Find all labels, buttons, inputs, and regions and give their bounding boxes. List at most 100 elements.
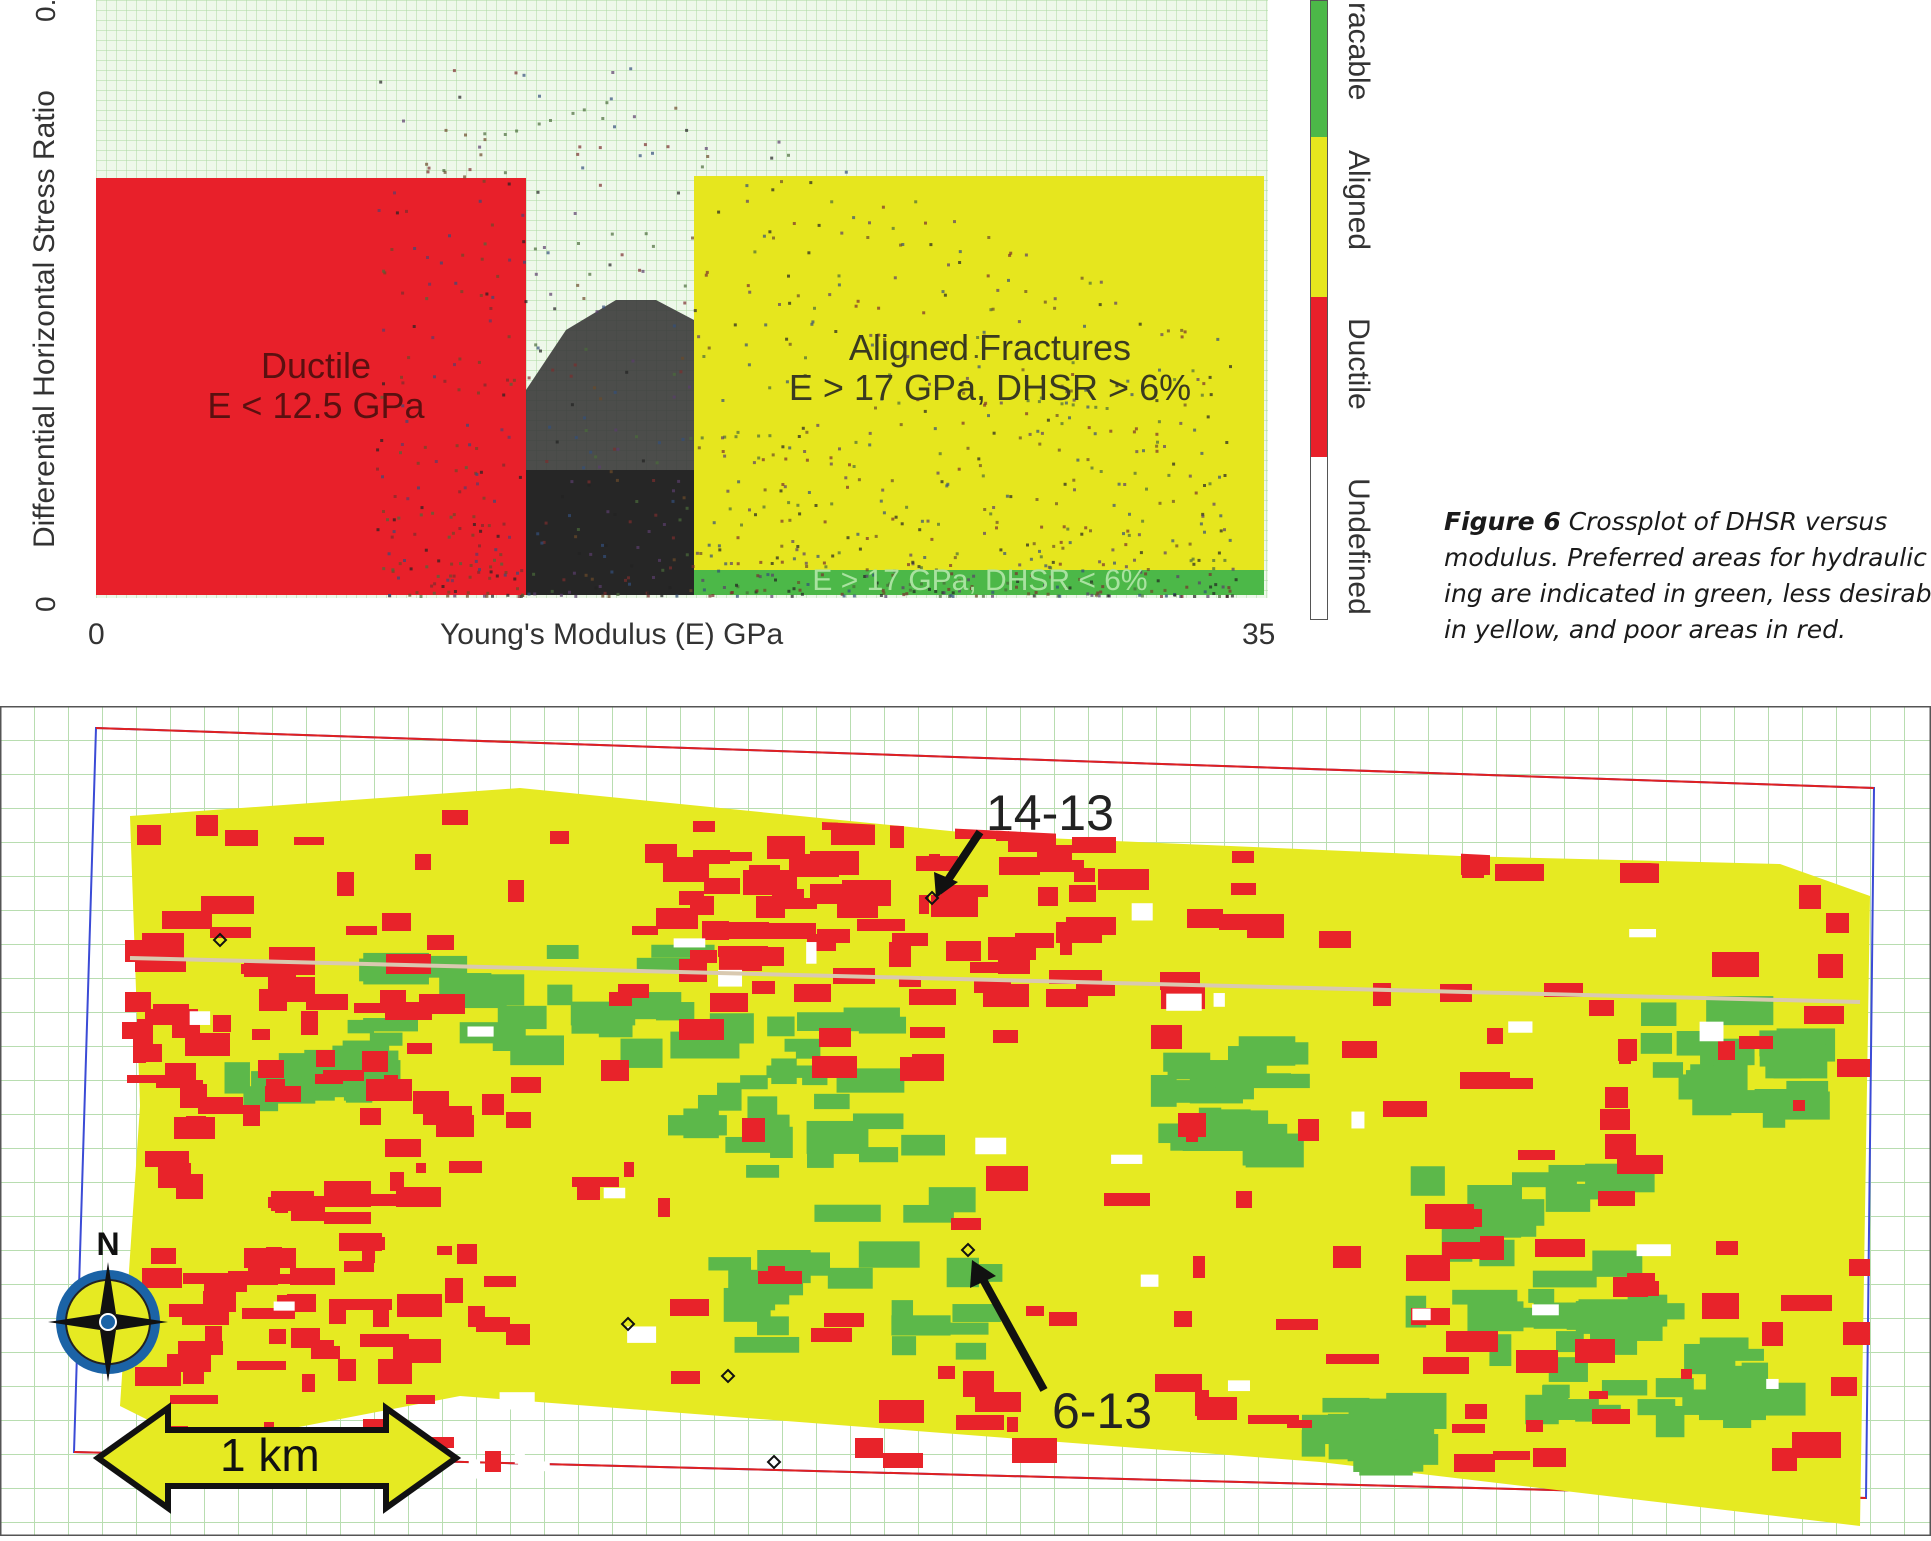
scatter-point <box>770 595 774 598</box>
scatter-point <box>962 391 966 395</box>
scatter-point <box>940 480 944 484</box>
map-cell <box>363 1018 419 1032</box>
scatter-point <box>1026 399 1030 403</box>
map-cell <box>970 962 1018 973</box>
scatter-point <box>872 573 876 577</box>
map-cell <box>827 1267 873 1289</box>
north-arrow-icon <box>48 1262 168 1382</box>
map-cell <box>547 984 573 1006</box>
map-cell <box>183 1369 204 1384</box>
scatter-point <box>977 457 981 461</box>
map-cell <box>805 1252 831 1276</box>
scatter-point <box>672 558 676 562</box>
map-cell <box>812 1056 857 1078</box>
scatter-point <box>628 582 631 586</box>
map-cell <box>1462 863 1484 878</box>
map-cell <box>306 994 348 1010</box>
scatter-point <box>1156 440 1159 444</box>
scatter-point <box>589 450 593 454</box>
scatter-point <box>788 518 792 522</box>
scatter-point <box>478 145 482 149</box>
scatter-point <box>390 248 394 251</box>
scatter-point <box>1038 442 1042 446</box>
map-cell <box>909 989 956 1005</box>
scatter-point <box>1133 558 1136 562</box>
scatter-point <box>682 496 686 500</box>
map-cell <box>1443 1209 1482 1227</box>
scatter-point <box>920 519 924 523</box>
scatter-point <box>577 242 580 245</box>
map-cell <box>1342 1041 1377 1058</box>
map-cell <box>1454 1454 1495 1472</box>
scatter-point <box>458 527 462 530</box>
map-cell <box>178 1341 223 1355</box>
scatter-point <box>1216 337 1220 341</box>
scatter-point <box>379 80 383 84</box>
map-cell <box>1605 1087 1628 1108</box>
scatter-point <box>718 548 722 552</box>
map-cell <box>1532 1270 1597 1288</box>
scatter-point <box>1208 482 1212 486</box>
scatter-point <box>482 179 486 183</box>
scatter-point <box>1060 402 1064 406</box>
scatter-point <box>711 594 715 597</box>
scatter-point <box>842 594 846 598</box>
scatter-point <box>1123 349 1127 353</box>
scatter-point <box>399 451 402 455</box>
map-cell <box>384 1075 398 1086</box>
scatter-point <box>545 460 549 463</box>
scatter-point <box>816 554 820 558</box>
scatter-point <box>610 570 614 574</box>
scatter-point <box>881 488 885 492</box>
scatter-point <box>996 288 1000 292</box>
map-cell <box>890 822 904 848</box>
scatter-point <box>995 526 998 530</box>
scatter-point <box>747 363 751 367</box>
scatter-point <box>536 532 540 536</box>
scatter-point <box>1134 427 1138 431</box>
map-cell <box>1248 1415 1299 1424</box>
scatter-point <box>1111 548 1115 552</box>
map-cell <box>956 1415 1004 1430</box>
scatter-point <box>1009 251 1013 255</box>
scatter-point <box>1068 416 1071 420</box>
scatter-point <box>1209 393 1213 397</box>
map-cell <box>1702 1293 1739 1319</box>
map-cell <box>831 822 875 845</box>
scatter-point <box>401 291 405 295</box>
scatter-point <box>1115 384 1119 388</box>
scatter-point <box>603 591 607 595</box>
scatter-point <box>420 506 424 510</box>
map-cell <box>929 854 940 871</box>
scatter-point <box>632 115 636 119</box>
scatter-point <box>393 495 397 498</box>
map-cell <box>1741 1362 1769 1389</box>
scatter-point <box>1043 584 1046 587</box>
scatter-point <box>792 587 796 591</box>
scatter-point <box>1072 478 1076 482</box>
scatter-point <box>401 404 405 408</box>
scatter-point <box>570 480 574 484</box>
x-tick-left: 0 <box>88 618 105 651</box>
map-cell <box>1423 1357 1469 1374</box>
scatter-point <box>891 517 895 521</box>
scatter-point <box>417 486 420 490</box>
scatter-point <box>828 293 832 297</box>
scatter-point <box>478 544 481 548</box>
scatter-point <box>537 122 541 126</box>
map-cell <box>718 946 768 957</box>
scatter-point <box>1199 522 1203 526</box>
scatter-point <box>726 489 730 493</box>
scatter-point <box>391 568 395 572</box>
map-cell <box>855 1438 883 1458</box>
map-cell <box>1620 863 1659 883</box>
map-cell <box>679 1019 724 1040</box>
map-cell <box>708 1257 752 1271</box>
scatter-point <box>844 476 848 480</box>
scatter-point <box>723 435 727 439</box>
map-cell <box>135 961 186 972</box>
scatter-point <box>601 117 605 120</box>
map-cell <box>449 1161 482 1173</box>
scatter-point <box>546 251 550 255</box>
map-cell <box>1395 1396 1447 1429</box>
